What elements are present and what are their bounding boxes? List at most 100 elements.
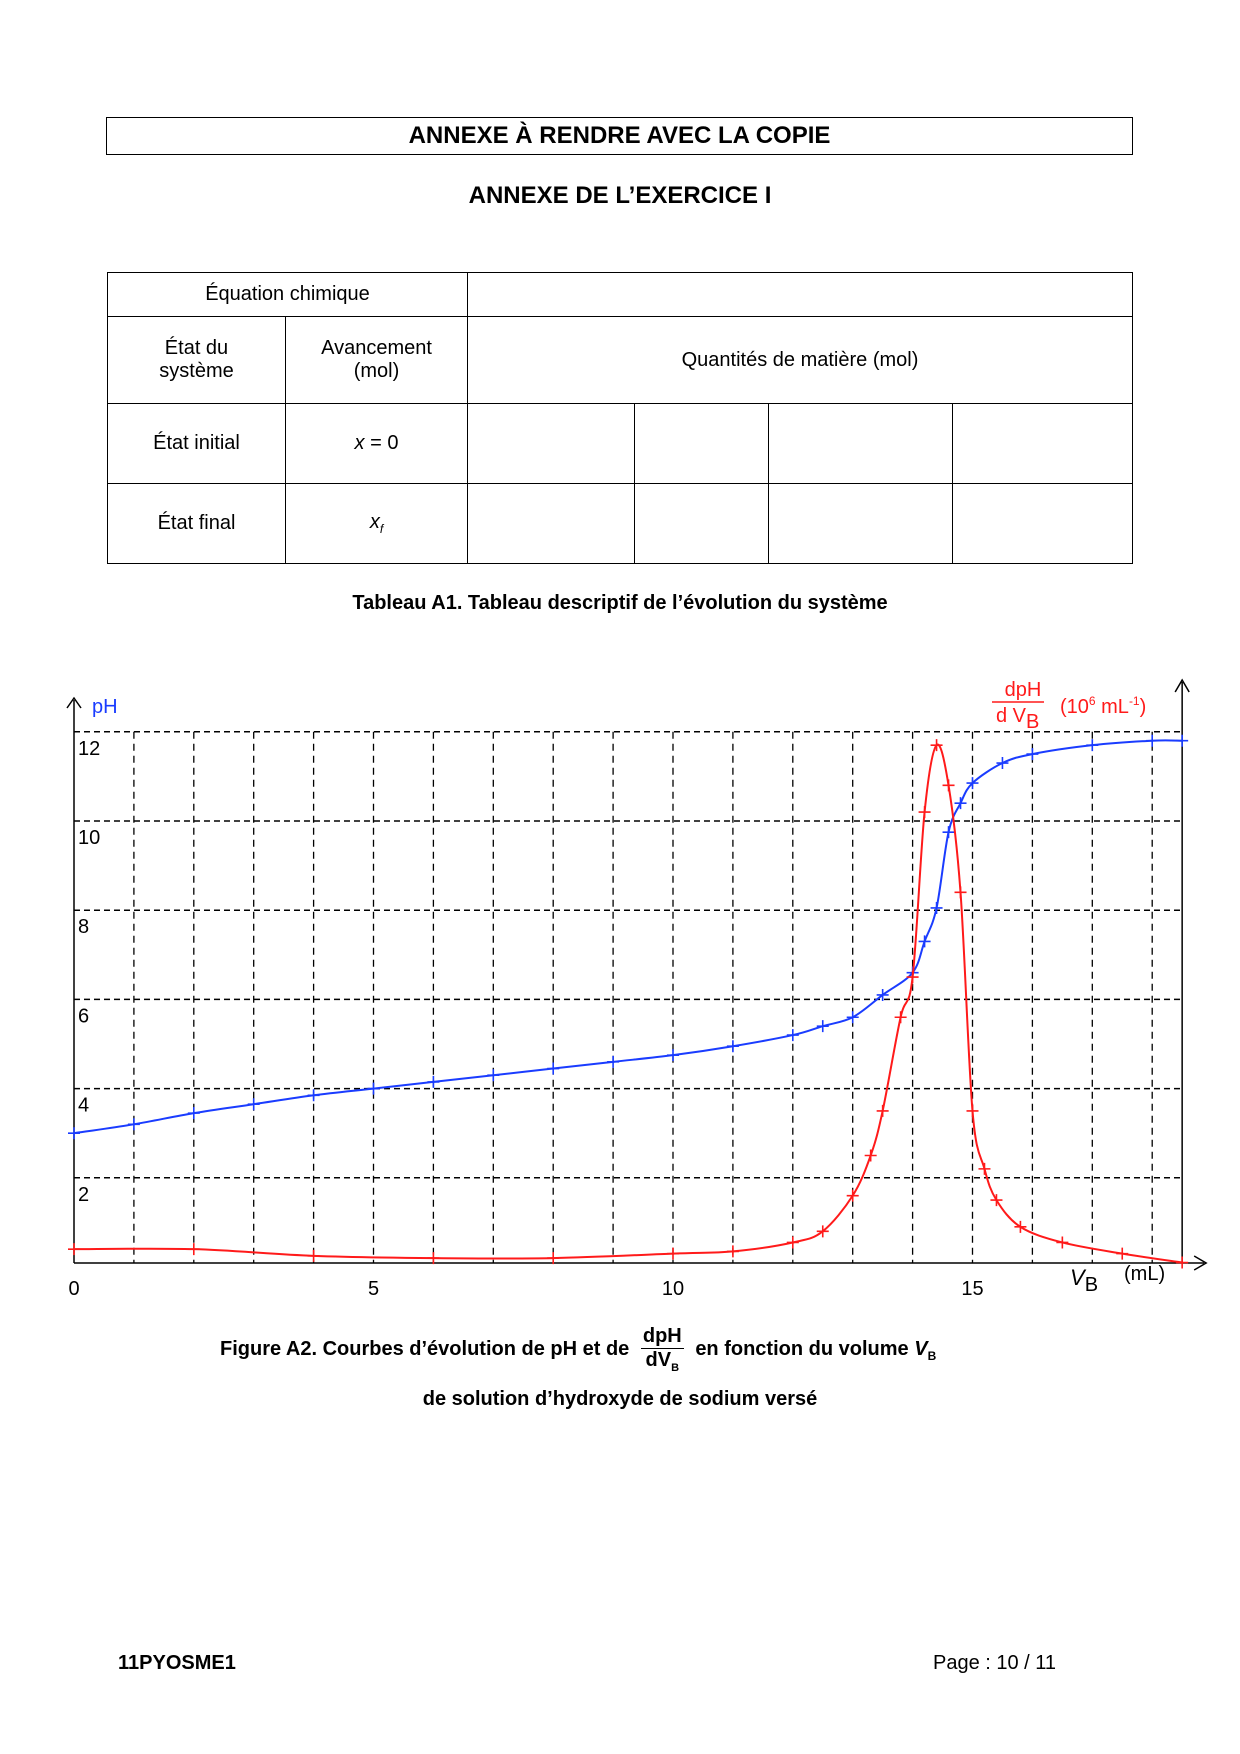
ph-data-point [846,1011,859,1024]
cell-final-4[interactable] [952,483,1133,564]
ph-curve [73,739,1183,1135]
dph-data-point [427,1252,440,1265]
cell-final-3[interactable] [768,483,953,564]
dph-den: d VB [996,705,1039,733]
dph-data-point [667,1247,679,1260]
ph-data-point [966,777,979,790]
y-tick-label: 4 [78,1095,89,1117]
ph-data-point [307,1089,320,1102]
table-caption: Tableau A1. Tableau descriptif de l’évol… [352,592,888,614]
dph-data-point [816,1225,829,1238]
caption-num: dpH [640,1325,684,1349]
etat-header: État du système [107,316,286,404]
etat-label-1: État du [164,337,229,359]
ph-data-point [1026,748,1039,761]
y-axis-arrow-icon [66,696,82,709]
x-eq: = 0 [364,432,399,454]
titration-chart: 2 4 6 8 10 12 0 5 10 15 pH dpH d VB (106 mL-1) VB… [66,678,1208,1300]
ph-axis-label: pH [92,696,118,718]
x-tick-label: 10 [662,1278,684,1300]
cell-initial-2[interactable] [634,403,769,484]
dph-data-point [846,1189,859,1202]
y-tick-label: 10 [78,827,100,849]
dph-data-point [966,1104,979,1117]
cell-final-1[interactable] [467,483,635,564]
avancement-label: Avancement [321,337,432,359]
ph-data-point [1086,739,1099,752]
ph-data-point [816,1020,829,1033]
dph-data-point [942,779,955,792]
dph-data-point [906,971,919,984]
dph-unit: (106 mL-1) [1060,694,1146,718]
x-sub: f [379,522,384,536]
document-code: 11PYOSME1 [118,1652,236,1674]
x-var: x [354,432,365,454]
quantites-header: Quantités de matière (mol) [467,316,1133,404]
ph-data-point [726,1040,739,1053]
x-axis-arrow-icon [1193,1255,1208,1271]
ph-data-point [367,1082,380,1095]
dph-data-point [187,1243,200,1256]
dph-data-point [930,739,943,752]
dph-data-point [978,1162,991,1175]
caption-var: V [914,1337,928,1360]
figure-caption-line2: de solution d’hydroxyde de sodium versé [422,1388,818,1410]
caption-pre: Figure A2. Courbes d’évolution de pH et … [220,1337,630,1360]
ph-data-point [68,1127,80,1140]
dph-data-point [726,1245,739,1258]
ph-data-point [918,935,931,948]
x-tick-label: 5 [368,1278,379,1300]
dph-data-point [547,1252,560,1265]
dph-data-point [307,1249,320,1262]
dph-data-point [1014,1220,1027,1233]
ph-data-point [942,826,955,839]
caption-post: en fonction du volume [695,1337,909,1360]
ph-data-point [487,1069,500,1082]
dph-num: dpH [1005,679,1042,701]
ph-data-point [547,1062,560,1075]
x-axis-unit: (mL) [1124,1263,1165,1285]
dph-data-point [876,1104,889,1117]
ph-data-point [930,901,943,914]
page-number: Page : 10 / 11 [933,1652,1057,1674]
x-tick-label: 15 [961,1278,983,1300]
dph-data-point [1056,1236,1069,1249]
dph-data-point [990,1194,1003,1207]
dph-curve [73,743,1183,1264]
y-tick-label: 12 [78,738,100,760]
caption-den: dVB [645,1349,680,1374]
cell-initial-3[interactable] [768,403,953,484]
annex-subtitle: ANNEXE DE L’EXERCICE I [468,182,772,209]
ph-data-point [427,1075,440,1088]
ph-data-point [876,988,889,1001]
dph-data-point [1116,1247,1129,1260]
x-tick-label: 0 [68,1278,79,1300]
x-var: x [369,511,380,533]
dph-data-point [864,1149,877,1162]
avancement-final: xf [285,483,468,564]
caption-fraction: dpH dVB [640,1325,684,1374]
figure-caption: Figure A2. Courbes d’évolution de pH et … [220,1325,936,1374]
ph-data-point [607,1055,620,1068]
cell-initial-1[interactable] [467,403,635,484]
dph-data-point [918,806,931,819]
etat-label-2: système [159,360,234,382]
ph-data-point [1146,734,1159,747]
dph-data-point [1176,1256,1189,1269]
equation-cell[interactable] [467,272,1133,317]
dph-data-point [786,1236,799,1249]
ph-data-point [127,1118,140,1131]
ph-data-point [996,757,1009,770]
ph-data-point [1176,734,1189,747]
avancement-unit: (mol) [353,360,400,382]
y-tick-label: 8 [78,916,89,938]
cell-final-2[interactable] [634,483,769,564]
ph-data-point [786,1029,799,1042]
equation-label: Équation chimique [107,272,468,317]
dph-data-point [68,1243,80,1256]
ph-data-point [954,797,967,810]
y-tick-label: 6 [78,1005,89,1027]
annex-header: ANNEXE À RENDRE AVEC LA COPIE [106,117,1133,155]
cell-initial-4[interactable] [952,403,1133,484]
